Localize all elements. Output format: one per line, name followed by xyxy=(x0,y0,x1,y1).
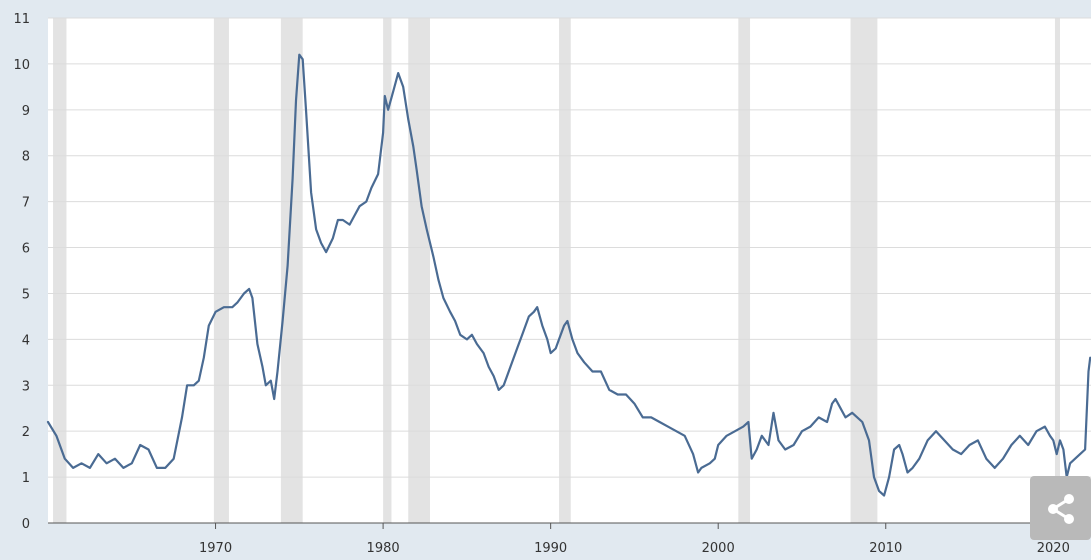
y-tick-label: 0 xyxy=(22,517,30,532)
x-tick-label: 2010 xyxy=(869,541,902,556)
series-layer xyxy=(46,53,1091,497)
y-tick-label: 11 xyxy=(13,12,30,27)
share-button[interactable] xyxy=(1030,476,1091,540)
y-tick-label: 8 xyxy=(22,150,30,165)
y-tick-label: 6 xyxy=(22,242,30,257)
recession-bands xyxy=(53,18,1061,523)
x-tick-label: 1980 xyxy=(367,541,400,556)
recession-band-2 xyxy=(280,18,303,523)
series-line-0 xyxy=(46,53,1091,497)
y-tick-label: 5 xyxy=(22,287,30,302)
y-tick-label: 1 xyxy=(22,471,30,486)
recession-band-6 xyxy=(738,18,751,523)
x-tick-label: 2000 xyxy=(702,541,735,556)
x-tick-label: 1970 xyxy=(199,541,232,556)
share-icon xyxy=(1048,494,1074,524)
recession-band-0 xyxy=(53,18,67,523)
y-tick-label: 9 xyxy=(22,104,30,119)
y-axis-ticks: 0 1 2 3 4 5 6 7 8 9 10 11 xyxy=(13,12,30,532)
y-tick-label: 4 xyxy=(22,333,30,348)
recession-band-7 xyxy=(850,18,878,523)
y-tick-label: 2 xyxy=(22,425,30,440)
gridlines xyxy=(48,17,1091,524)
x-tick-label: 1990 xyxy=(534,541,567,556)
y-tick-label: 3 xyxy=(22,379,30,394)
recession-band-4 xyxy=(408,18,431,523)
y-tick-label: 7 xyxy=(22,196,30,211)
y-tick-label: 10 xyxy=(13,58,30,73)
recession-band-8 xyxy=(1054,18,1061,523)
x-tick-label: 2020 xyxy=(1037,541,1070,556)
recession-band-3 xyxy=(383,18,392,523)
recession-band-1 xyxy=(213,18,229,523)
recession-band-5 xyxy=(559,18,571,523)
x-axis-ticks: 1970 1980 1990 2000 2010 2020 xyxy=(199,523,1070,556)
